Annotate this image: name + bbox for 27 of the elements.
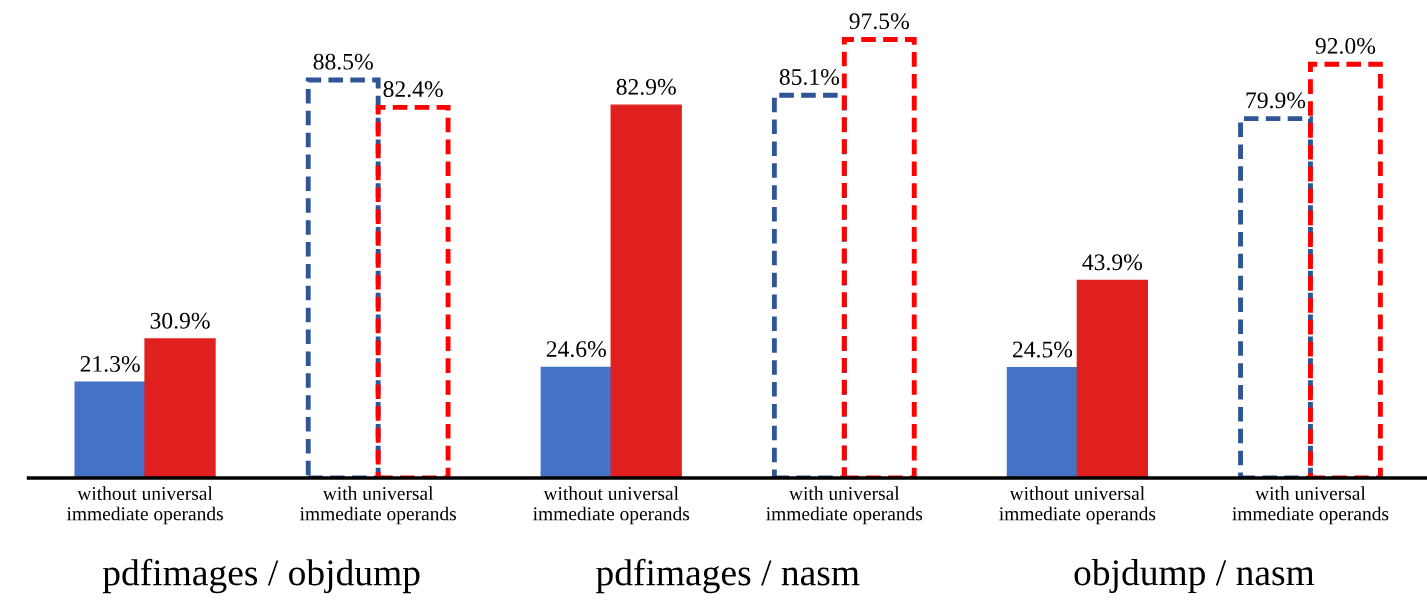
x-tick-label: with universal immediate operands <box>1232 486 1389 525</box>
data-label: 88.5% <box>313 53 373 70</box>
bar <box>610 104 682 479</box>
x-tick-label: without universal immediate operands <box>533 486 690 525</box>
bar <box>144 338 216 479</box>
data-label: 82.4% <box>383 81 443 98</box>
x-tick-label: without universal immediate operands <box>999 486 1156 525</box>
text: pdfimages / nasm <box>596 558 860 594</box>
data-label: 92.0% <box>1315 37 1376 54</box>
bar <box>1006 367 1079 479</box>
data-label: 43.9% <box>1082 254 1143 271</box>
data-label: 30.9% <box>150 312 210 329</box>
data-label: 85.1% <box>779 68 840 85</box>
text: pdfimages / objdump <box>102 558 420 594</box>
x-tick-label: with universal immediate operands <box>766 486 923 525</box>
data-label: 97.5% <box>849 13 909 30</box>
data-label: 79.9% <box>1246 92 1306 109</box>
x-tick-label: with universal immediate operands <box>300 486 457 525</box>
text: objdump / nasm <box>1074 559 1315 594</box>
bar <box>74 381 146 479</box>
bar <box>540 366 612 479</box>
data-label: 24.5% <box>1012 341 1073 358</box>
data-label: 21.3% <box>80 355 140 372</box>
data-label: 82.9% <box>616 78 676 95</box>
data-label: 24.6% <box>546 341 606 358</box>
bar <box>1076 279 1149 479</box>
x-tick-label: without universal immediate operands <box>66 486 223 525</box>
